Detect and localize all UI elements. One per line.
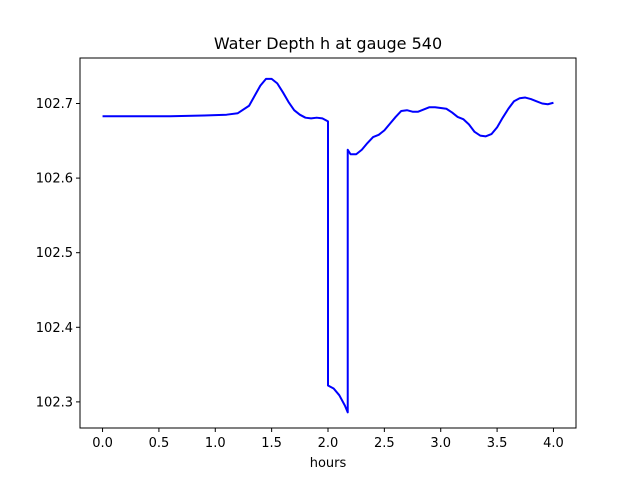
y-axis: 102.3 102.4 102.5 102.6 102.7 [36, 97, 80, 410]
x-tick-label: 2.0 [318, 436, 339, 451]
x-tick-label: 1.0 [205, 436, 226, 451]
x-tick-label: 4.0 [543, 436, 564, 451]
y-tick-label: 102.7 [36, 97, 73, 112]
x-axis-label: hours [310, 456, 347, 471]
x-tick-label: 2.5 [374, 436, 395, 451]
x-axis: 0.0 0.5 1.0 1.5 2.0 2.5 3.0 3.5 4.0 [92, 428, 564, 451]
chart-title: Water Depth h at gauge 540 [214, 34, 442, 53]
y-tick-label: 102.5 [36, 246, 73, 261]
x-tick-label: 1.5 [261, 436, 282, 451]
y-tick-label: 102.4 [36, 321, 73, 336]
x-tick-label: 3.0 [430, 436, 451, 451]
y-tick-label: 102.6 [36, 172, 73, 187]
x-tick-label: 3.5 [487, 436, 508, 451]
x-tick-label: 0.0 [92, 436, 113, 451]
series-line-water-depth [102, 77, 554, 414]
x-tick-label: 0.5 [149, 436, 170, 451]
y-tick-label: 102.3 [36, 395, 73, 410]
